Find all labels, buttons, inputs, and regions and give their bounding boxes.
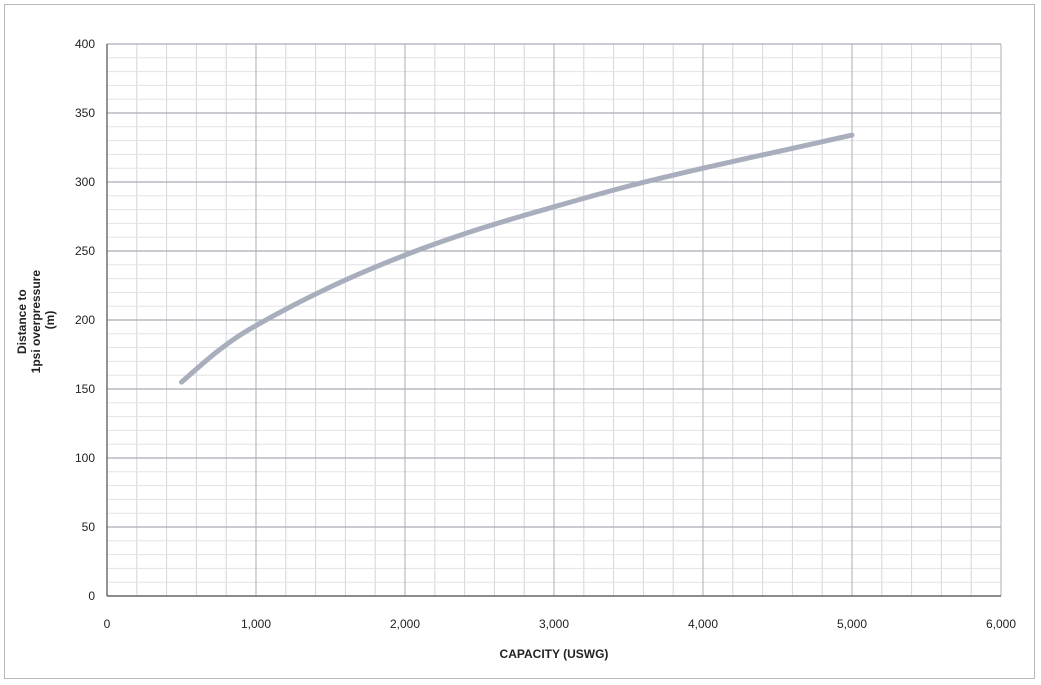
- y-tick-label: 0: [88, 589, 95, 603]
- x-tick-label: 3,000: [539, 617, 569, 631]
- x-axis-label: CAPACITY (USWG): [500, 647, 609, 661]
- tick-labels: 0 1,000 2,000 3,000 4,000 5,000 6,000 0 50 100 150…: [75, 37, 1016, 631]
- y-axis-label-line-2: 1psi overpressure: [29, 270, 43, 374]
- x-tick-label: 2,000: [390, 617, 420, 631]
- y-axis-label: Distance to 1psi overpressure (m): [15, 267, 57, 374]
- y-tick-label: 350: [75, 106, 95, 120]
- y-tick-label: 200: [75, 313, 95, 327]
- x-tick-label: 6,000: [986, 617, 1016, 631]
- x-tick-label: 5,000: [837, 617, 867, 631]
- series-line: [179, 132, 855, 385]
- y-axis-label-line-1: Distance to: [15, 289, 29, 354]
- series-group: [179, 132, 855, 385]
- y-tick-label: 300: [75, 175, 95, 189]
- x-tick-label: 0: [104, 617, 111, 631]
- y-tick-label: 150: [75, 382, 95, 396]
- chart-frame: [4, 4, 1035, 679]
- axes: [106, 44, 1001, 597]
- y-tick-label: 250: [75, 244, 95, 258]
- y-tick-label: 100: [75, 451, 95, 465]
- x-tick-label: 4,000: [688, 617, 718, 631]
- x-tick-label: 1,000: [241, 617, 271, 631]
- y-tick-label: 400: [75, 37, 95, 51]
- y-tick-label: 50: [82, 520, 96, 534]
- y-axis-label-line-3: (m): [43, 311, 57, 330]
